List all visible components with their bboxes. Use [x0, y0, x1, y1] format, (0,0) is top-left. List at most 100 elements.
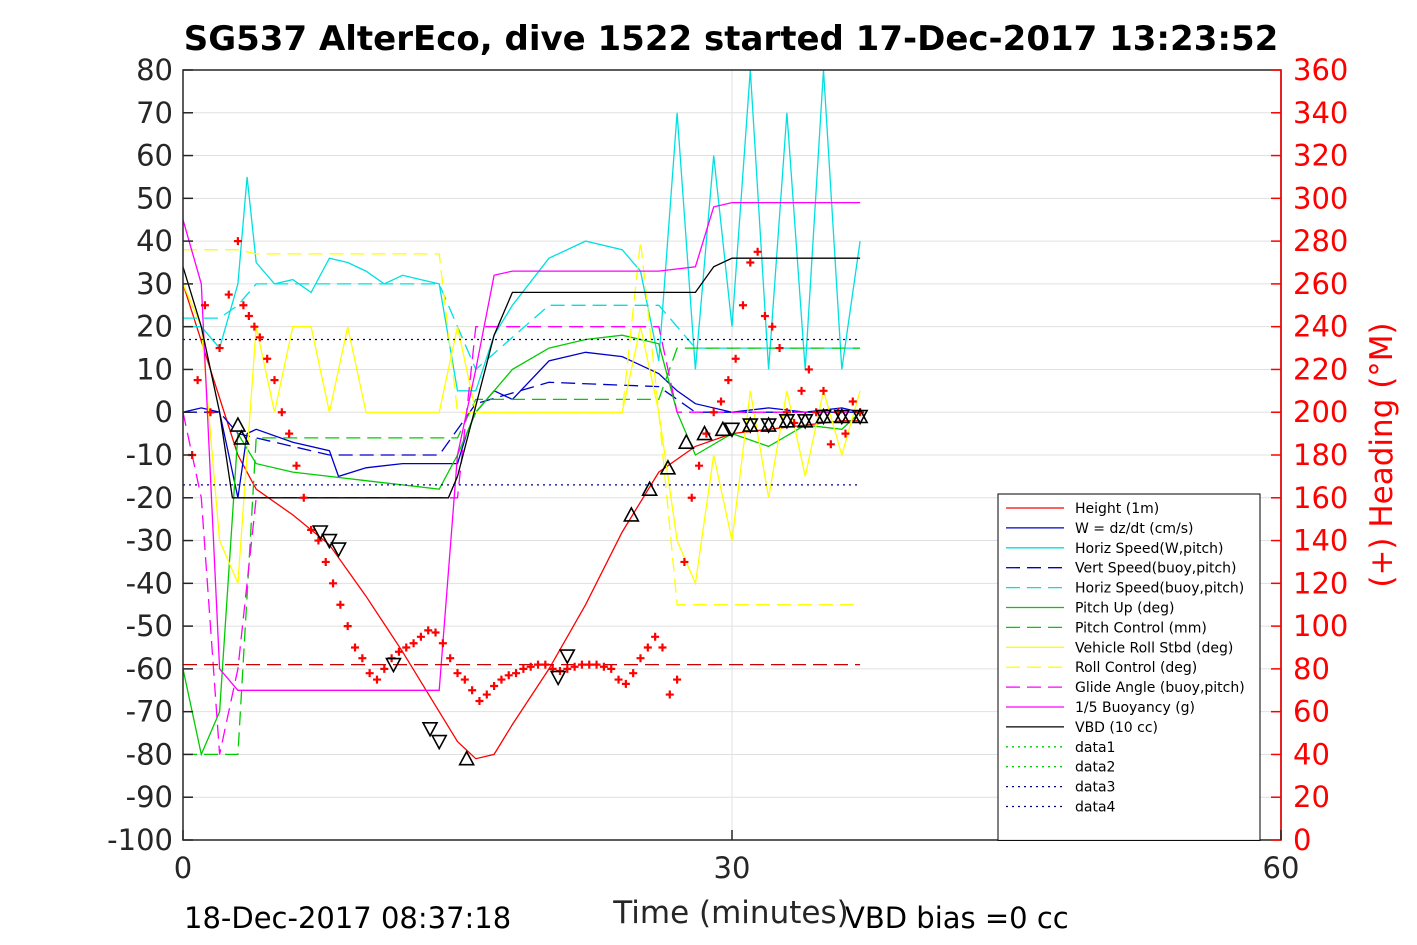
heading-point [431, 628, 440, 637]
heading-point [680, 557, 689, 566]
legend: Height (1m) W = dz/dt (cm/s) Horiz Speed(W… [997, 493, 1261, 841]
legend-label: Roll Control (deg) [1075, 660, 1197, 676]
left-tick-label: 80 [136, 53, 173, 87]
heading-point [200, 301, 209, 310]
chart-title: SG537 AlterEco, dive 1522 started 17-Dec… [184, 19, 1279, 59]
legend-box [997, 493, 1261, 841]
right-tick-label: 280 [1293, 224, 1348, 258]
heading-point [826, 440, 835, 449]
left-tick-label: -100 [107, 823, 173, 857]
x-axis: 0 30 60 [174, 830, 1300, 885]
heading-point [224, 290, 233, 299]
legend-label: Vert Speed(buoy,pitch) [1075, 561, 1237, 577]
heading-point [797, 386, 806, 395]
down-triangle-marker [321, 533, 338, 550]
down-triangle-marker [760, 418, 777, 434]
legend-label: Height (1m) [1075, 501, 1159, 517]
heading-point [848, 397, 857, 406]
left-tick-label: 0 [155, 395, 173, 429]
legend-label: W = dz/dt (cm/s) [1075, 521, 1194, 537]
heading-point [658, 643, 667, 652]
right-tick-label: 220 [1293, 352, 1348, 386]
heading-point [629, 669, 638, 678]
heading-point [351, 643, 360, 652]
heading-point [768, 322, 777, 331]
heading-point [321, 557, 330, 566]
left-tick-label: -40 [126, 566, 173, 600]
down-triangle-marker [421, 721, 439, 738]
triangle-markers [229, 407, 869, 766]
right-tick-label: 60 [1293, 695, 1330, 729]
legend-label: Vehicle Roll Stbd (deg) [1075, 640, 1233, 656]
right-tick-label: 160 [1293, 481, 1348, 515]
heading-points [188, 237, 865, 705]
right-tick-label: 260 [1293, 267, 1348, 301]
heading-point [665, 690, 674, 699]
down-triangle-marker [558, 649, 576, 665]
heading-point [577, 660, 586, 669]
series-line-2 [183, 70, 861, 392]
right-tick-label: 140 [1293, 524, 1348, 558]
heading-point [336, 600, 345, 609]
heading-point [453, 669, 462, 678]
heading-point [380, 664, 389, 673]
left-tick-label: 50 [136, 181, 173, 215]
right-tick-label: 240 [1293, 310, 1348, 344]
heading-point [263, 354, 272, 363]
heading-point [299, 493, 308, 502]
heading-point [292, 461, 301, 470]
heading-point [490, 682, 499, 690]
heading-point [424, 626, 433, 635]
series-line-11 [183, 257, 861, 499]
legend-label: Horiz Speed(W,pitch) [1075, 541, 1223, 557]
up-triangle-marker [458, 750, 475, 766]
heading-point [724, 376, 733, 385]
legend-label: Horiz Speed(buoy,pitch) [1075, 581, 1244, 597]
up-triangle-marker [641, 480, 658, 497]
heading-point [563, 664, 572, 673]
left-tick-label: 70 [136, 96, 173, 130]
heading-point [193, 376, 202, 385]
heading-point [314, 536, 323, 545]
left-tick-label: 20 [136, 310, 173, 344]
down-triangle-marker [311, 525, 329, 541]
footer-vbd-bias: VBD bias =0 cc [845, 901, 1069, 935]
right-tick-label: 120 [1293, 566, 1348, 600]
series-line-4 [183, 283, 861, 371]
heading-point [599, 662, 608, 671]
legend-label: VBD (10 cc) [1075, 720, 1158, 736]
heading-point [255, 333, 264, 342]
right-axis: 3603403203002802602402202001801601401201… [1271, 53, 1348, 857]
left-tick-label: -60 [126, 652, 173, 686]
heading-point [365, 669, 374, 678]
heading-point [760, 311, 769, 320]
right-axis-label: (+) Heading (°M) [1364, 322, 1400, 587]
series-line-8 [183, 241, 861, 606]
heading-point [753, 247, 762, 256]
right-tick-label: 300 [1293, 181, 1348, 215]
heading-point [643, 643, 652, 652]
x-tick-label: 60 [1263, 851, 1300, 885]
up-triangle-marker [677, 433, 695, 449]
heading-point [592, 660, 601, 669]
heading-point [512, 669, 521, 678]
right-tick-label: 340 [1293, 96, 1348, 130]
heading-point [250, 322, 259, 331]
right-tick-label: 0 [1293, 823, 1311, 857]
series-layer [183, 70, 861, 760]
legend-label: Pitch Up (deg) [1075, 601, 1174, 617]
heading-point [402, 643, 411, 652]
left-tick-label: 10 [136, 352, 173, 386]
heading-point [621, 679, 630, 688]
heading-point [394, 647, 403, 656]
down-triangle-marker [549, 670, 567, 687]
heading-point [277, 408, 286, 417]
up-triangle-marker [714, 420, 732, 437]
left-tick-label: -50 [126, 609, 173, 643]
heading-point [270, 376, 279, 385]
heading-point [534, 660, 543, 669]
down-triangle-marker [851, 409, 869, 426]
heading-point [709, 408, 718, 417]
heading-point [526, 662, 535, 671]
down-triangle-marker [430, 734, 448, 751]
